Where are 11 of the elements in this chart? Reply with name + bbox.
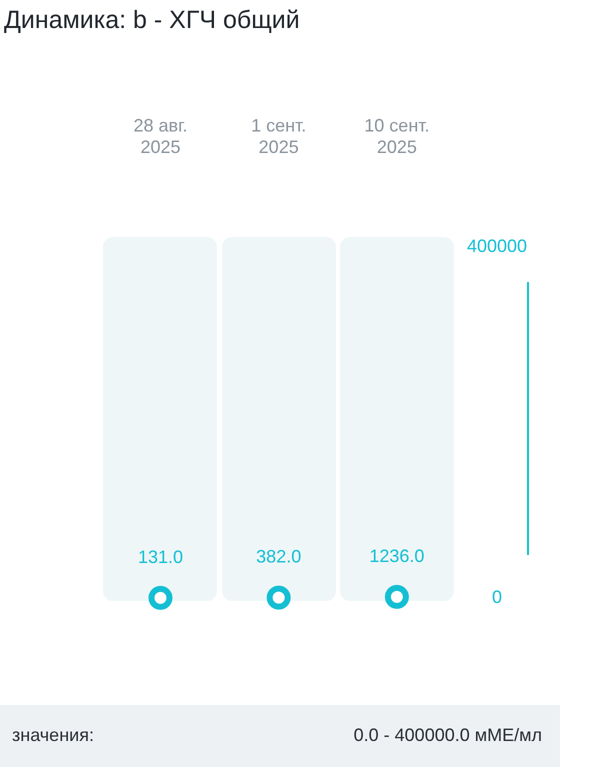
- x-tick-label: 1 сент. 2025: [251, 116, 306, 158]
- text: 0.0 - 400000.0 мМЕ/мл: [354, 725, 542, 746]
- text: значения:: [12, 725, 94, 746]
- data-label: 1236.0: [369, 546, 424, 566]
- y-tick-label: 0: [492, 586, 502, 607]
- x-tick-label: 10 сент. 2025: [364, 116, 430, 158]
- x-tick-label: 28 авг. 2025: [134, 116, 188, 158]
- data-label: 382.0: [256, 546, 302, 567]
- data-label: 131.0: [138, 546, 184, 567]
- chart-title: Динамика: b - ХГЧ общий: [4, 6, 300, 35]
- y-tick-label: 400000: [466, 236, 528, 256]
